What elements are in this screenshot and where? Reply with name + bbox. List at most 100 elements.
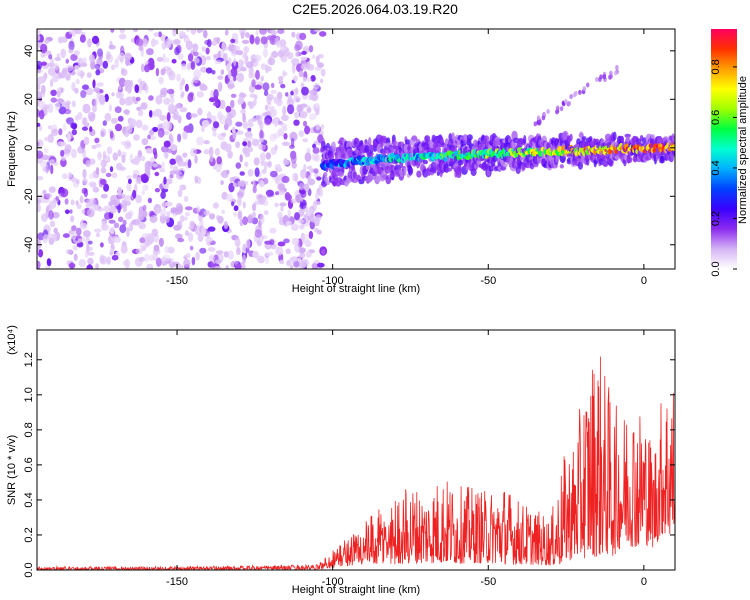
noise-blob [79, 34, 86, 43]
noise-blob [290, 154, 297, 164]
noise-blob [37, 82, 41, 91]
noise-blob [283, 133, 288, 140]
noise-blob [217, 50, 221, 60]
noise-blob [210, 115, 217, 123]
tone-halo [602, 160, 609, 167]
noise-blob [207, 226, 216, 232]
noise-blob [103, 183, 110, 192]
noise-blob [295, 40, 303, 51]
tone-halo [393, 140, 398, 146]
noise-blob [199, 219, 204, 227]
noise-blob [81, 209, 85, 214]
noise-blob [285, 92, 289, 97]
noise-blob [113, 222, 120, 229]
snr-x-ticks: -150 -100 -50 0 [166, 330, 647, 588]
noise-blob [126, 227, 130, 238]
noise-blob [277, 163, 282, 173]
noise-blob [227, 250, 234, 260]
noise-blob [95, 263, 99, 269]
noise-blob [285, 194, 293, 201]
y-tick-label: 20 [23, 93, 35, 105]
noise-blob [188, 225, 194, 230]
noise-blob [60, 188, 69, 198]
noise-blob [109, 226, 115, 235]
noise-blob [196, 176, 202, 184]
tone-halo [326, 142, 330, 149]
noise-blob [273, 96, 278, 104]
noise-blob [299, 202, 307, 210]
noise-blob [310, 75, 316, 82]
tone-halo [581, 136, 587, 141]
noise-blob [88, 181, 97, 187]
noise-blob [75, 78, 80, 85]
noise-blob [316, 262, 325, 268]
colorbar-ticks: 0.0 0.2 0.4 0.6 0.8 [710, 59, 737, 277]
colorbar-tick-label: 0.8 [710, 59, 722, 74]
noise-blob [125, 212, 133, 220]
noise-blob [244, 131, 253, 138]
noise-blob [133, 134, 140, 141]
noise-blob [109, 130, 114, 139]
noise-blob [308, 90, 314, 95]
noise-blob [225, 29, 229, 36]
noise-blob [313, 103, 320, 112]
noise-blob [194, 155, 198, 164]
noise-blob [153, 244, 160, 252]
noise-blob [255, 114, 263, 122]
noise-blob [148, 129, 155, 136]
noise-blob [157, 128, 165, 138]
tone-halo [445, 167, 453, 172]
noise-blob [232, 45, 240, 51]
noise-blob [260, 235, 268, 240]
tone-halo [569, 133, 573, 142]
noise-blob [217, 111, 223, 121]
noise-blob [177, 53, 184, 60]
noise-blob [226, 63, 231, 72]
noise-blob [207, 39, 212, 48]
noise-blob [278, 189, 286, 196]
noise-blob [304, 63, 308, 68]
noise-blob [203, 149, 210, 155]
noise-blob [151, 228, 158, 237]
noise-blob [64, 198, 69, 205]
noise-blob [77, 238, 82, 243]
noise-blob [242, 120, 249, 130]
noise-blob [57, 36, 64, 44]
noise-blob [209, 155, 214, 163]
noise-blob [92, 79, 96, 89]
noise-blob [92, 105, 97, 113]
noise-blob [87, 251, 95, 256]
colorbar [711, 29, 737, 269]
tone-halo [448, 133, 453, 141]
noise-blob [290, 256, 298, 262]
noise-blob [60, 48, 66, 59]
noise-blob [242, 141, 248, 147]
noise-blob [100, 167, 107, 174]
noise-blob [70, 148, 77, 159]
noise-blob [183, 216, 188, 221]
noise-blob [112, 152, 119, 161]
noise-blob [269, 227, 277, 234]
noise-blob [282, 70, 286, 78]
noise-blob [51, 128, 59, 137]
noise-blob [40, 160, 48, 168]
noise-blob [108, 104, 113, 112]
noise-blob [231, 201, 235, 207]
y-tick-label: 1.2 [23, 352, 35, 367]
noise-blob [242, 216, 248, 226]
noise-blob [294, 243, 301, 253]
noise-blob [304, 240, 312, 247]
noise-blob [305, 209, 312, 217]
noise-blob [176, 264, 184, 269]
noise-blob [299, 260, 307, 269]
noise-blob [132, 173, 138, 179]
noise-blob [241, 39, 250, 45]
noise-blob [152, 126, 159, 133]
noise-blob [49, 159, 56, 165]
noise-blob [216, 156, 222, 165]
noise-blob [45, 164, 49, 174]
noise-blob [79, 222, 88, 230]
noise-blob [140, 102, 148, 110]
noise-blob [285, 220, 292, 227]
noise-blob [264, 104, 269, 111]
